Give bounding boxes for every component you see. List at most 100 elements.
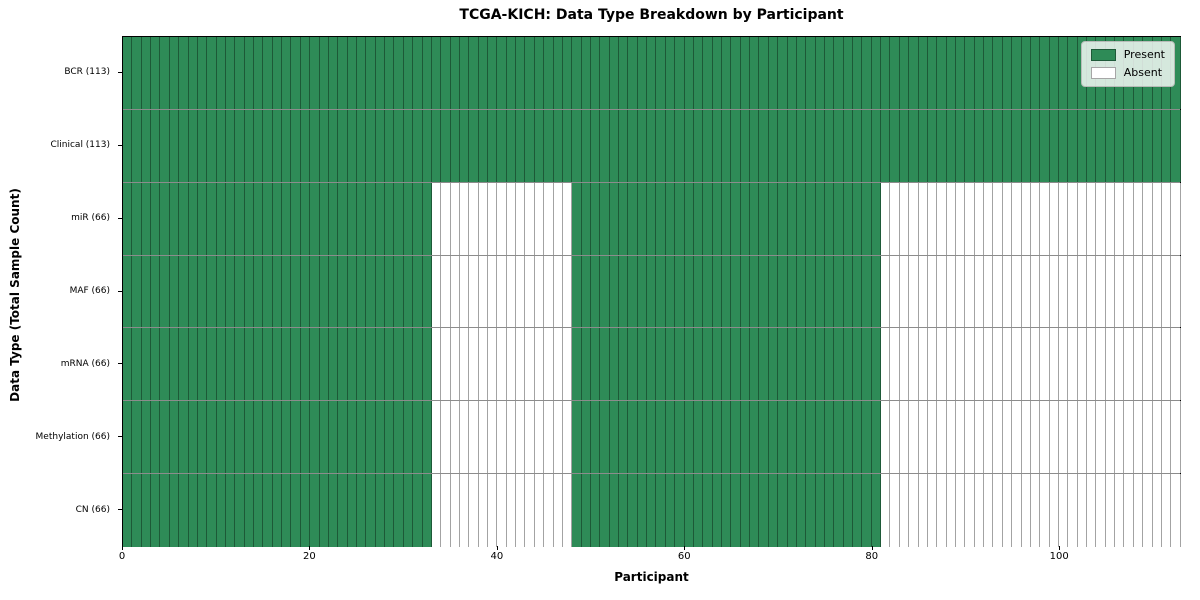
heatmap-cell <box>637 182 648 255</box>
heatmap-cell <box>1012 328 1022 401</box>
heatmap-cell <box>619 37 629 109</box>
heatmap-cell <box>759 328 769 401</box>
heatmap-cell <box>450 255 460 328</box>
heatmap-cell <box>1133 401 1144 474</box>
heatmap-cell <box>553 474 563 547</box>
heatmap-cell <box>1087 328 1097 401</box>
heatmap-cell <box>347 37 357 109</box>
heatmap-cell <box>815 182 825 255</box>
heatmap-cell <box>1058 182 1069 255</box>
heatmap-cell <box>506 182 517 255</box>
heatmap-cell <box>993 401 1003 474</box>
heatmap-cell <box>263 328 273 401</box>
heatmap-cell <box>665 182 676 255</box>
heatmap-cell <box>918 328 928 401</box>
heatmap-cell <box>319 328 329 401</box>
heatmap-cell <box>750 401 760 474</box>
heatmap-cell <box>609 109 620 182</box>
heatmap-cell <box>787 182 797 255</box>
heatmap-cell <box>750 109 760 182</box>
heatmap-cell <box>787 109 797 182</box>
heatmap-cell <box>834 37 844 109</box>
heatmap-cell <box>984 182 994 255</box>
heatmap-cell <box>637 37 648 109</box>
heatmap-cell <box>665 328 676 401</box>
heatmap-cell <box>647 37 657 109</box>
heatmap-cell <box>815 109 825 182</box>
heatmap-cell <box>394 474 404 547</box>
heatmap-cell <box>796 255 807 328</box>
x-tick-mark <box>684 546 686 550</box>
heatmap-cell <box>871 37 882 109</box>
heatmap-cell <box>656 37 666 109</box>
heatmap-cell <box>141 474 152 547</box>
heatmap-cell <box>871 182 882 255</box>
heatmap-cell <box>328 255 339 328</box>
heatmap-cell <box>899 255 910 328</box>
heatmap-cell <box>824 401 835 474</box>
heatmap-cell <box>853 109 863 182</box>
heatmap-cell <box>1087 474 1097 547</box>
heatmap-cell <box>1096 255 1106 328</box>
heatmap-cell <box>787 474 797 547</box>
x-tick-label: 40 <box>490 551 504 562</box>
heatmap-cell <box>497 37 507 109</box>
heatmap-cell <box>207 37 217 109</box>
heatmap-cell <box>544 474 554 547</box>
heatmap-cell <box>684 474 694 547</box>
heatmap-cell <box>703 37 713 109</box>
heatmap-cell <box>712 255 722 328</box>
heatmap-cell <box>235 182 245 255</box>
heatmap-cell <box>1040 182 1050 255</box>
heatmap-cell <box>815 401 825 474</box>
heatmap-cell <box>272 182 283 255</box>
heatmap-cell <box>778 474 788 547</box>
heatmap-cell <box>347 109 357 182</box>
heatmap-cell <box>469 474 479 547</box>
heatmap-cell <box>506 328 517 401</box>
heatmap-cell <box>1087 109 1097 182</box>
y-tick-label: MAF (66) <box>69 286 110 296</box>
legend-swatch-present <box>1090 49 1116 61</box>
heatmap-cell <box>843 109 854 182</box>
heatmap-cell <box>703 474 713 547</box>
heatmap-cell <box>993 255 1003 328</box>
heatmap-cell <box>862 109 872 182</box>
heatmap-cell <box>1040 37 1050 109</box>
heatmap-cell <box>993 328 1003 401</box>
heatmap-cell <box>1021 401 1031 474</box>
heatmap-cell <box>843 255 854 328</box>
heatmap-cell <box>731 255 741 328</box>
heatmap-cell <box>628 182 638 255</box>
heatmap-cell <box>722 109 732 182</box>
heatmap-cell <box>684 182 694 255</box>
heatmap-cell <box>731 37 741 109</box>
heatmap-cell <box>319 182 329 255</box>
heatmap-cell <box>328 109 339 182</box>
heatmap-cell <box>1171 109 1181 182</box>
heatmap-cell <box>422 401 432 474</box>
heatmap-cell <box>1068 109 1078 182</box>
heatmap-cell <box>572 182 582 255</box>
heatmap-cell <box>300 401 311 474</box>
heatmap-cell <box>871 401 882 474</box>
heatmap-cell <box>937 255 947 328</box>
heatmap-cell <box>1021 109 1031 182</box>
heatmap-cell <box>366 328 376 401</box>
heatmap-cell <box>235 255 245 328</box>
heatmap-cell <box>459 109 470 182</box>
heatmap-cell <box>609 255 620 328</box>
heatmap-cell <box>628 109 638 182</box>
heatmap-cell <box>207 401 217 474</box>
heatmap-cell <box>282 474 292 547</box>
heatmap-cell <box>141 255 152 328</box>
heatmap-cell <box>834 109 844 182</box>
heatmap-cell <box>918 109 928 182</box>
heatmap-cell <box>188 401 198 474</box>
heatmap-cell <box>871 109 882 182</box>
heatmap-cell <box>581 255 591 328</box>
heatmap-cell <box>123 474 133 547</box>
heatmap-cell <box>637 474 648 547</box>
heatmap-cell <box>955 109 966 182</box>
heatmap-cell <box>422 37 432 109</box>
